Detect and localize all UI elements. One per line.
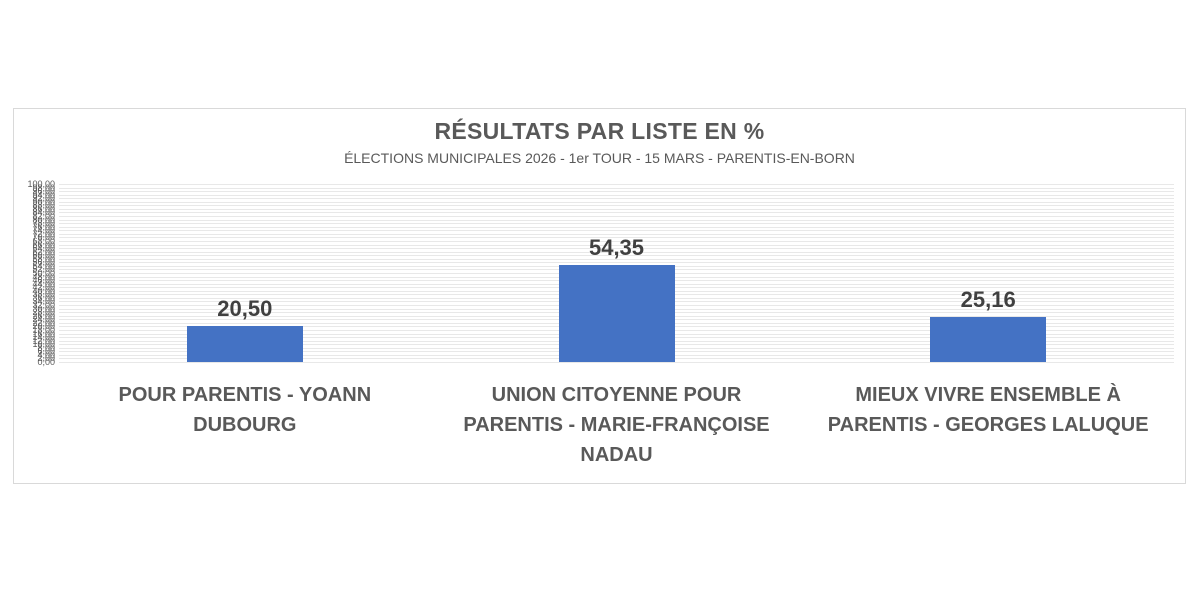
y-axis-tick-label: 64,00 xyxy=(32,243,55,254)
y-axis-tick-label: 44,00 xyxy=(32,278,55,289)
gridline xyxy=(59,258,1174,260)
gridline xyxy=(59,223,1174,225)
y-axis-tick-label: 96,00 xyxy=(32,186,55,197)
gridline xyxy=(59,201,1174,203)
gridline xyxy=(59,219,1174,221)
bar xyxy=(558,265,675,362)
category-label: MIEUX VIVRE ENSEMBLE À PARENTIS - GEORGE… xyxy=(827,384,1149,436)
chart-container: RÉSULTATS PAR LISTE EN % ÉLECTIONS MUNIC… xyxy=(13,108,1186,484)
bar xyxy=(186,325,303,362)
y-axis-tick-label: 22,00 xyxy=(32,317,55,328)
y-axis-tick-label: 30,00 xyxy=(32,303,55,314)
y-axis-tick-label: 58,00 xyxy=(32,253,55,264)
plot-area: 20,50 54,35 25,16 xyxy=(59,184,1174,363)
y-axis-tick-label: 26,00 xyxy=(32,310,55,321)
gridline xyxy=(59,226,1174,228)
gridline xyxy=(59,205,1174,207)
gridline xyxy=(59,244,1174,246)
y-axis-tick-label: 76,00 xyxy=(32,221,55,232)
gridline xyxy=(59,251,1174,253)
category-label: POUR PARENTIS - YOANN DUBOURG xyxy=(118,384,372,436)
gridline xyxy=(59,184,1174,185)
y-axis-tick-label: 16,00 xyxy=(32,328,55,339)
y-axis-tick-label: 34,00 xyxy=(32,296,55,307)
chart-title: RÉSULTATS PAR LISTE EN % xyxy=(434,118,765,144)
y-axis-tick-label: 4,00 xyxy=(37,349,55,360)
y-axis-tick-label: 84,00 xyxy=(32,207,55,218)
bar-value-label: 54,35 xyxy=(588,235,645,261)
category-label: UNION CITOYENNE POUR PARENTIS - MARIE-FR… xyxy=(463,384,770,466)
y-axis-tick-label: 88,00 xyxy=(32,200,55,211)
y-axis-tick-label: 40,00 xyxy=(32,285,55,296)
y-axis-tick-label: 98,00 xyxy=(32,182,55,193)
x-axis-category-labels: POUR PARENTIS - YOANN DUBOURG UNION CITOY… xyxy=(59,380,1174,470)
y-axis-tick-label: 74,00 xyxy=(32,225,55,236)
chart-subtitle: ÉLECTIONS MUNICIPALES 2026 - 1er TOUR - … xyxy=(344,150,855,166)
y-axis-tick-label: 28,00 xyxy=(32,307,55,318)
y-axis-tick-label: 24,00 xyxy=(32,314,55,325)
y-axis-tick-label: 56,00 xyxy=(32,257,55,268)
bar-value-label: 20,50 xyxy=(217,295,273,321)
gridline xyxy=(59,240,1174,242)
y-axis-tick-label: 62,00 xyxy=(32,246,55,257)
y-axis-tick-label: 2,00 xyxy=(37,353,55,364)
y-axis-tick-label: 90,00 xyxy=(32,196,55,207)
gridline xyxy=(59,262,1174,264)
gridline xyxy=(59,212,1174,214)
bar-value-label: 25,16 xyxy=(960,287,1016,313)
gridline xyxy=(59,198,1174,200)
y-axis-tick-label: 86,00 xyxy=(32,203,55,214)
bar xyxy=(930,317,1047,362)
y-axis-tick-label: 50,00 xyxy=(32,268,55,278)
gridline xyxy=(59,208,1174,210)
y-axis-tick-label: 48,00 xyxy=(32,271,55,282)
y-axis-tick-label: 42,00 xyxy=(32,282,55,293)
gridline xyxy=(59,187,1174,189)
y-axis-tick-label: 36,00 xyxy=(32,292,55,303)
y-axis-tick-label: 52,00 xyxy=(32,264,55,275)
gridline xyxy=(59,194,1174,196)
gridline xyxy=(59,248,1174,250)
y-axis-tick-label: 0,00 xyxy=(37,357,55,367)
y-axis-tick-label: 10,00 xyxy=(32,339,55,350)
y-axis-tick-label: 92,00 xyxy=(32,193,55,204)
gridline xyxy=(59,191,1174,193)
y-axis-tick-label: 72,00 xyxy=(32,228,55,239)
y-axis-tick-label: 14,00 xyxy=(32,332,55,343)
y-axis-tick-labels: 0,00 2,00 4,00 6,00 8,00 10,00 12,00 14,00 16,00… xyxy=(14,179,55,367)
gridline xyxy=(59,255,1174,257)
y-axis-tick-label: 20,00 xyxy=(32,321,55,332)
gridline xyxy=(59,233,1174,235)
y-axis-tick-label: 94,00 xyxy=(32,189,55,200)
y-axis-tick-label: 46,00 xyxy=(32,275,55,286)
y-axis-tick-label: 8,00 xyxy=(37,342,55,353)
y-axis-tick-label: 78,00 xyxy=(32,218,55,229)
y-axis-tick-label: 54,00 xyxy=(32,260,55,271)
y-axis-tick-label: 32,00 xyxy=(32,300,55,311)
gridline xyxy=(59,362,1174,363)
gridline xyxy=(59,216,1174,218)
y-axis-tick-label: 82,00 xyxy=(32,211,55,222)
y-axis-tick-label: 38,00 xyxy=(32,289,55,300)
gridline xyxy=(59,230,1174,232)
y-axis-tick-label: 12,00 xyxy=(32,335,55,346)
y-axis-tick-label: 6,00 xyxy=(37,346,55,357)
y-axis-tick-label: 68,00 xyxy=(32,235,55,246)
y-axis-tick-label: 70,00 xyxy=(32,232,55,243)
y-axis-tick-label: 66,00 xyxy=(32,239,55,250)
y-axis-tick-label: 100,00 xyxy=(27,179,55,189)
y-axis-tick-label: 80,00 xyxy=(32,214,55,225)
y-axis-tick-label: 60,00 xyxy=(32,250,55,261)
gridline xyxy=(59,237,1174,239)
y-axis-tick-label: 18,00 xyxy=(32,324,55,335)
